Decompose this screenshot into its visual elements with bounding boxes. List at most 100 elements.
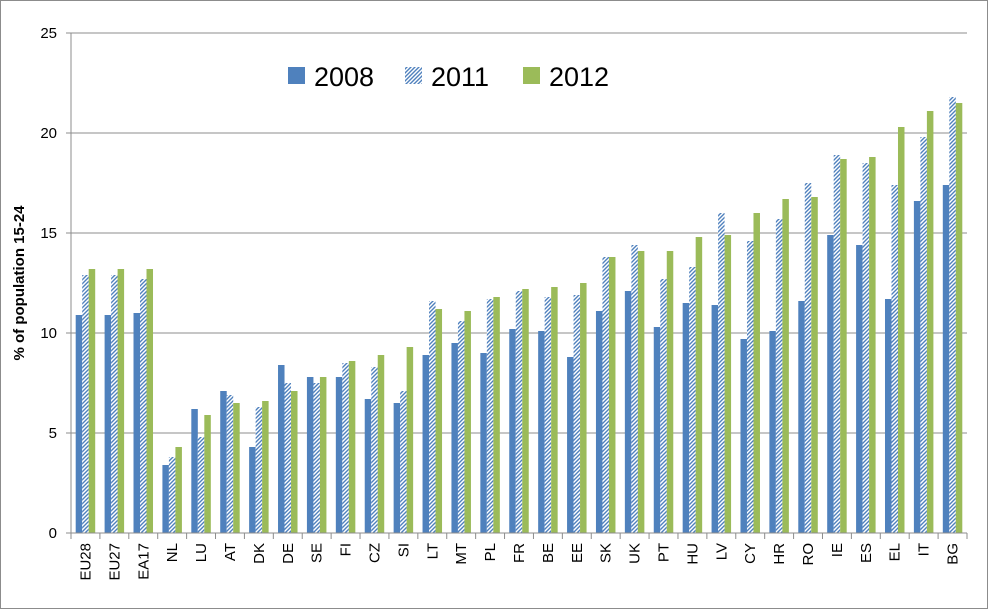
bar-sk-2008 [595, 311, 603, 533]
bar-hr-2008 [769, 331, 776, 533]
bar-ea17-2011 [140, 279, 147, 533]
bar-eu28-2008 [75, 315, 83, 533]
legend-label-2008: 2008 [314, 62, 374, 92]
x-tick-label: BE [540, 543, 557, 563]
bar-ee-2008 [567, 357, 574, 533]
x-tick-label: HR [771, 543, 788, 565]
bar-hu-2011 [689, 267, 696, 533]
bar-pl-2008 [480, 353, 487, 533]
bar-hu-2012 [695, 237, 703, 533]
bar-si-2012 [406, 347, 414, 533]
x-tick-label: UK [627, 543, 644, 564]
bar-be-2008 [538, 331, 545, 533]
x-tick-label: ES [858, 543, 875, 563]
x-tick-label: EU27 [106, 543, 123, 581]
bar-de-2012 [291, 391, 298, 533]
bar-fr-2012 [522, 289, 529, 533]
bar-hr-2012 [782, 199, 789, 533]
bar-mt-2011 [457, 321, 465, 533]
x-tick-label: EA17 [135, 543, 152, 580]
bar-si-2011 [400, 391, 407, 533]
x-tick-label: SE [309, 543, 326, 563]
y-tick-label: 10 [40, 325, 57, 342]
x-tick-label: EL [887, 543, 904, 561]
legend-swatch-2012 [523, 67, 540, 84]
y-tick-labels: 0 5 10 15 20 25 [40, 25, 71, 542]
x-tick-label: HU [684, 543, 701, 565]
x-tick-label: LU [193, 543, 210, 562]
bar-mt-2012 [464, 311, 471, 533]
bar-fr-2011 [515, 291, 523, 533]
bar-lv-2011 [718, 213, 725, 533]
x-tick-label: DK [251, 543, 268, 564]
bar-cz-2011 [371, 367, 378, 533]
bar-pt-2012 [666, 251, 674, 533]
axes [70, 33, 968, 539]
bar-eu27-2012 [117, 269, 125, 533]
bar-uk-2011 [631, 245, 638, 533]
bar-lu-2012 [204, 415, 211, 533]
x-tick-label: EU28 [77, 543, 94, 581]
bar-lt-2012 [435, 309, 443, 533]
bar-be-2011 [544, 297, 552, 533]
x-tick-label: DE [280, 543, 297, 564]
bar-fi-2011 [342, 363, 349, 533]
bar-dk-2008 [249, 447, 256, 533]
bar-lv-2012 [724, 235, 732, 533]
x-tick-label: SK [598, 543, 615, 563]
bar-it-2008 [913, 201, 921, 533]
x-tick-label: PT [656, 543, 673, 562]
bar-nl-2012 [175, 447, 182, 533]
bar-ro-2011 [804, 183, 812, 533]
x-tick-label: IT [916, 543, 933, 556]
bar-it-2012 [926, 111, 934, 533]
legend-label-2011: 2011 [431, 62, 489, 92]
bar-fi-2012 [348, 361, 356, 533]
x-tick-label: NL [164, 543, 181, 562]
x-tick-label: FI [338, 543, 355, 556]
bar-sk-2012 [608, 257, 616, 533]
bar-el-2008 [884, 299, 892, 533]
bar-ee-2011 [573, 295, 581, 533]
bar-se-2008 [306, 377, 314, 533]
bar-at-2011 [226, 395, 234, 533]
bar-lt-2011 [429, 301, 436, 533]
bar-de-2011 [284, 383, 292, 533]
y-tick-label: 15 [40, 225, 57, 242]
bar-eu28-2012 [88, 269, 96, 533]
x-tick-label: AT [222, 543, 239, 561]
bar-ee-2012 [580, 283, 587, 533]
bar-sk-2011 [602, 257, 609, 533]
y-tick-label: 20 [40, 125, 57, 142]
y-tick-label: 0 [49, 525, 57, 542]
bar-lu-2011 [197, 437, 205, 533]
bar-fr-2008 [509, 329, 516, 533]
legend: 2008 2011 2012 [288, 62, 609, 92]
legend-swatch-2011 [405, 67, 422, 84]
bar-lt-2008 [422, 355, 430, 533]
bar-ea17-2008 [133, 313, 141, 533]
bar-dk-2012 [262, 401, 269, 533]
bar-el-2011 [891, 185, 898, 533]
bar-se-2012 [319, 377, 327, 533]
bar-es-2011 [862, 163, 870, 533]
y-tick-label: 25 [40, 25, 57, 42]
bar-es-2008 [856, 245, 863, 533]
bar-cy-2008 [740, 339, 747, 533]
legend-swatch-2008 [288, 67, 305, 84]
x-tick-label: LV [713, 543, 730, 560]
bar-fi-2008 [335, 377, 343, 533]
x-tick-label: SI [395, 543, 412, 557]
y-tick-label: 5 [49, 425, 57, 442]
bar-ie-2008 [827, 235, 834, 533]
x-tick-label: LT [424, 543, 441, 559]
bar-nl-2008 [162, 465, 169, 533]
bar-hr-2011 [775, 219, 783, 533]
x-tick-label: FR [511, 543, 528, 563]
bar-cz-2008 [364, 399, 372, 533]
bar-cz-2012 [377, 355, 385, 533]
bar-eu28-2011 [82, 275, 89, 533]
bar-pl-2011 [486, 299, 494, 533]
bar-be-2012 [551, 287, 558, 533]
